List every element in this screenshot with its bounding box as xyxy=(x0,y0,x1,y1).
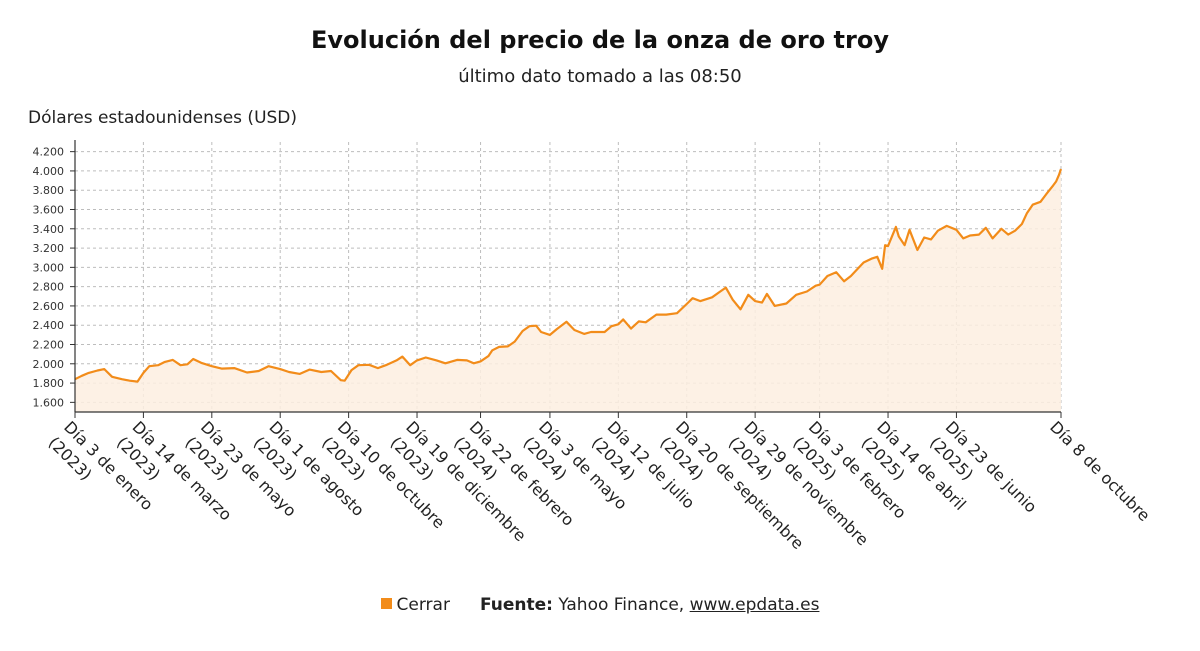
y-tick-label: 2.800 xyxy=(33,281,65,294)
series-line xyxy=(74,168,1063,383)
source-text: Yahoo Finance, xyxy=(558,595,685,615)
y-tick-label: 1.600 xyxy=(33,396,65,409)
axes xyxy=(70,140,1062,418)
legend-swatch xyxy=(380,598,392,609)
legend-entry: Cerrar xyxy=(396,595,450,615)
y-tick-label: 3.200 xyxy=(33,242,65,255)
y-axis-label: Dólares estadounidenses (USD) xyxy=(28,108,298,128)
series-area xyxy=(75,169,1061,412)
y-tick-label: 3.400 xyxy=(33,223,65,236)
y-tick-label: 1.800 xyxy=(33,377,65,390)
x-tick-label-line: Día 8 de octubre xyxy=(1046,417,1154,525)
chart-title: Evolución del precio de la onza de oro t… xyxy=(311,26,889,54)
y-tick-label: 3.000 xyxy=(33,261,65,274)
y-tick-label: 2.600 xyxy=(33,300,65,313)
y-tick-label: 3.600 xyxy=(33,204,65,217)
area-layer xyxy=(75,169,1061,412)
chart-subtitle: último dato tomado a las 08:50 xyxy=(458,66,742,87)
line-layer xyxy=(74,168,1063,383)
y-tick-label: 3.800 xyxy=(33,184,65,197)
source-label: Fuente: xyxy=(479,595,553,615)
source-link[interactable]: www.epdata.es xyxy=(689,595,820,615)
y-tick-labels: 1.600 1.800 2.000 2.200 2.400 2.600 2.800 3.000… xyxy=(33,146,65,410)
y-tick-label: 4.000 xyxy=(33,165,65,178)
x-tick-labels: Día 3 de enero(2023) Día 14 de marzo(2023… xyxy=(45,417,1154,553)
y-tick-label: 2.000 xyxy=(33,358,65,371)
y-tick-label: 2.200 xyxy=(33,339,65,352)
y-tick-label: 2.400 xyxy=(33,319,65,332)
legend: Cerrar Fuente: Yahoo Finance, www.epdata.… xyxy=(0,595,1200,615)
x-tick-label: Día 8 de octubre xyxy=(1046,417,1154,525)
y-tick-label: 4.200 xyxy=(33,146,65,159)
